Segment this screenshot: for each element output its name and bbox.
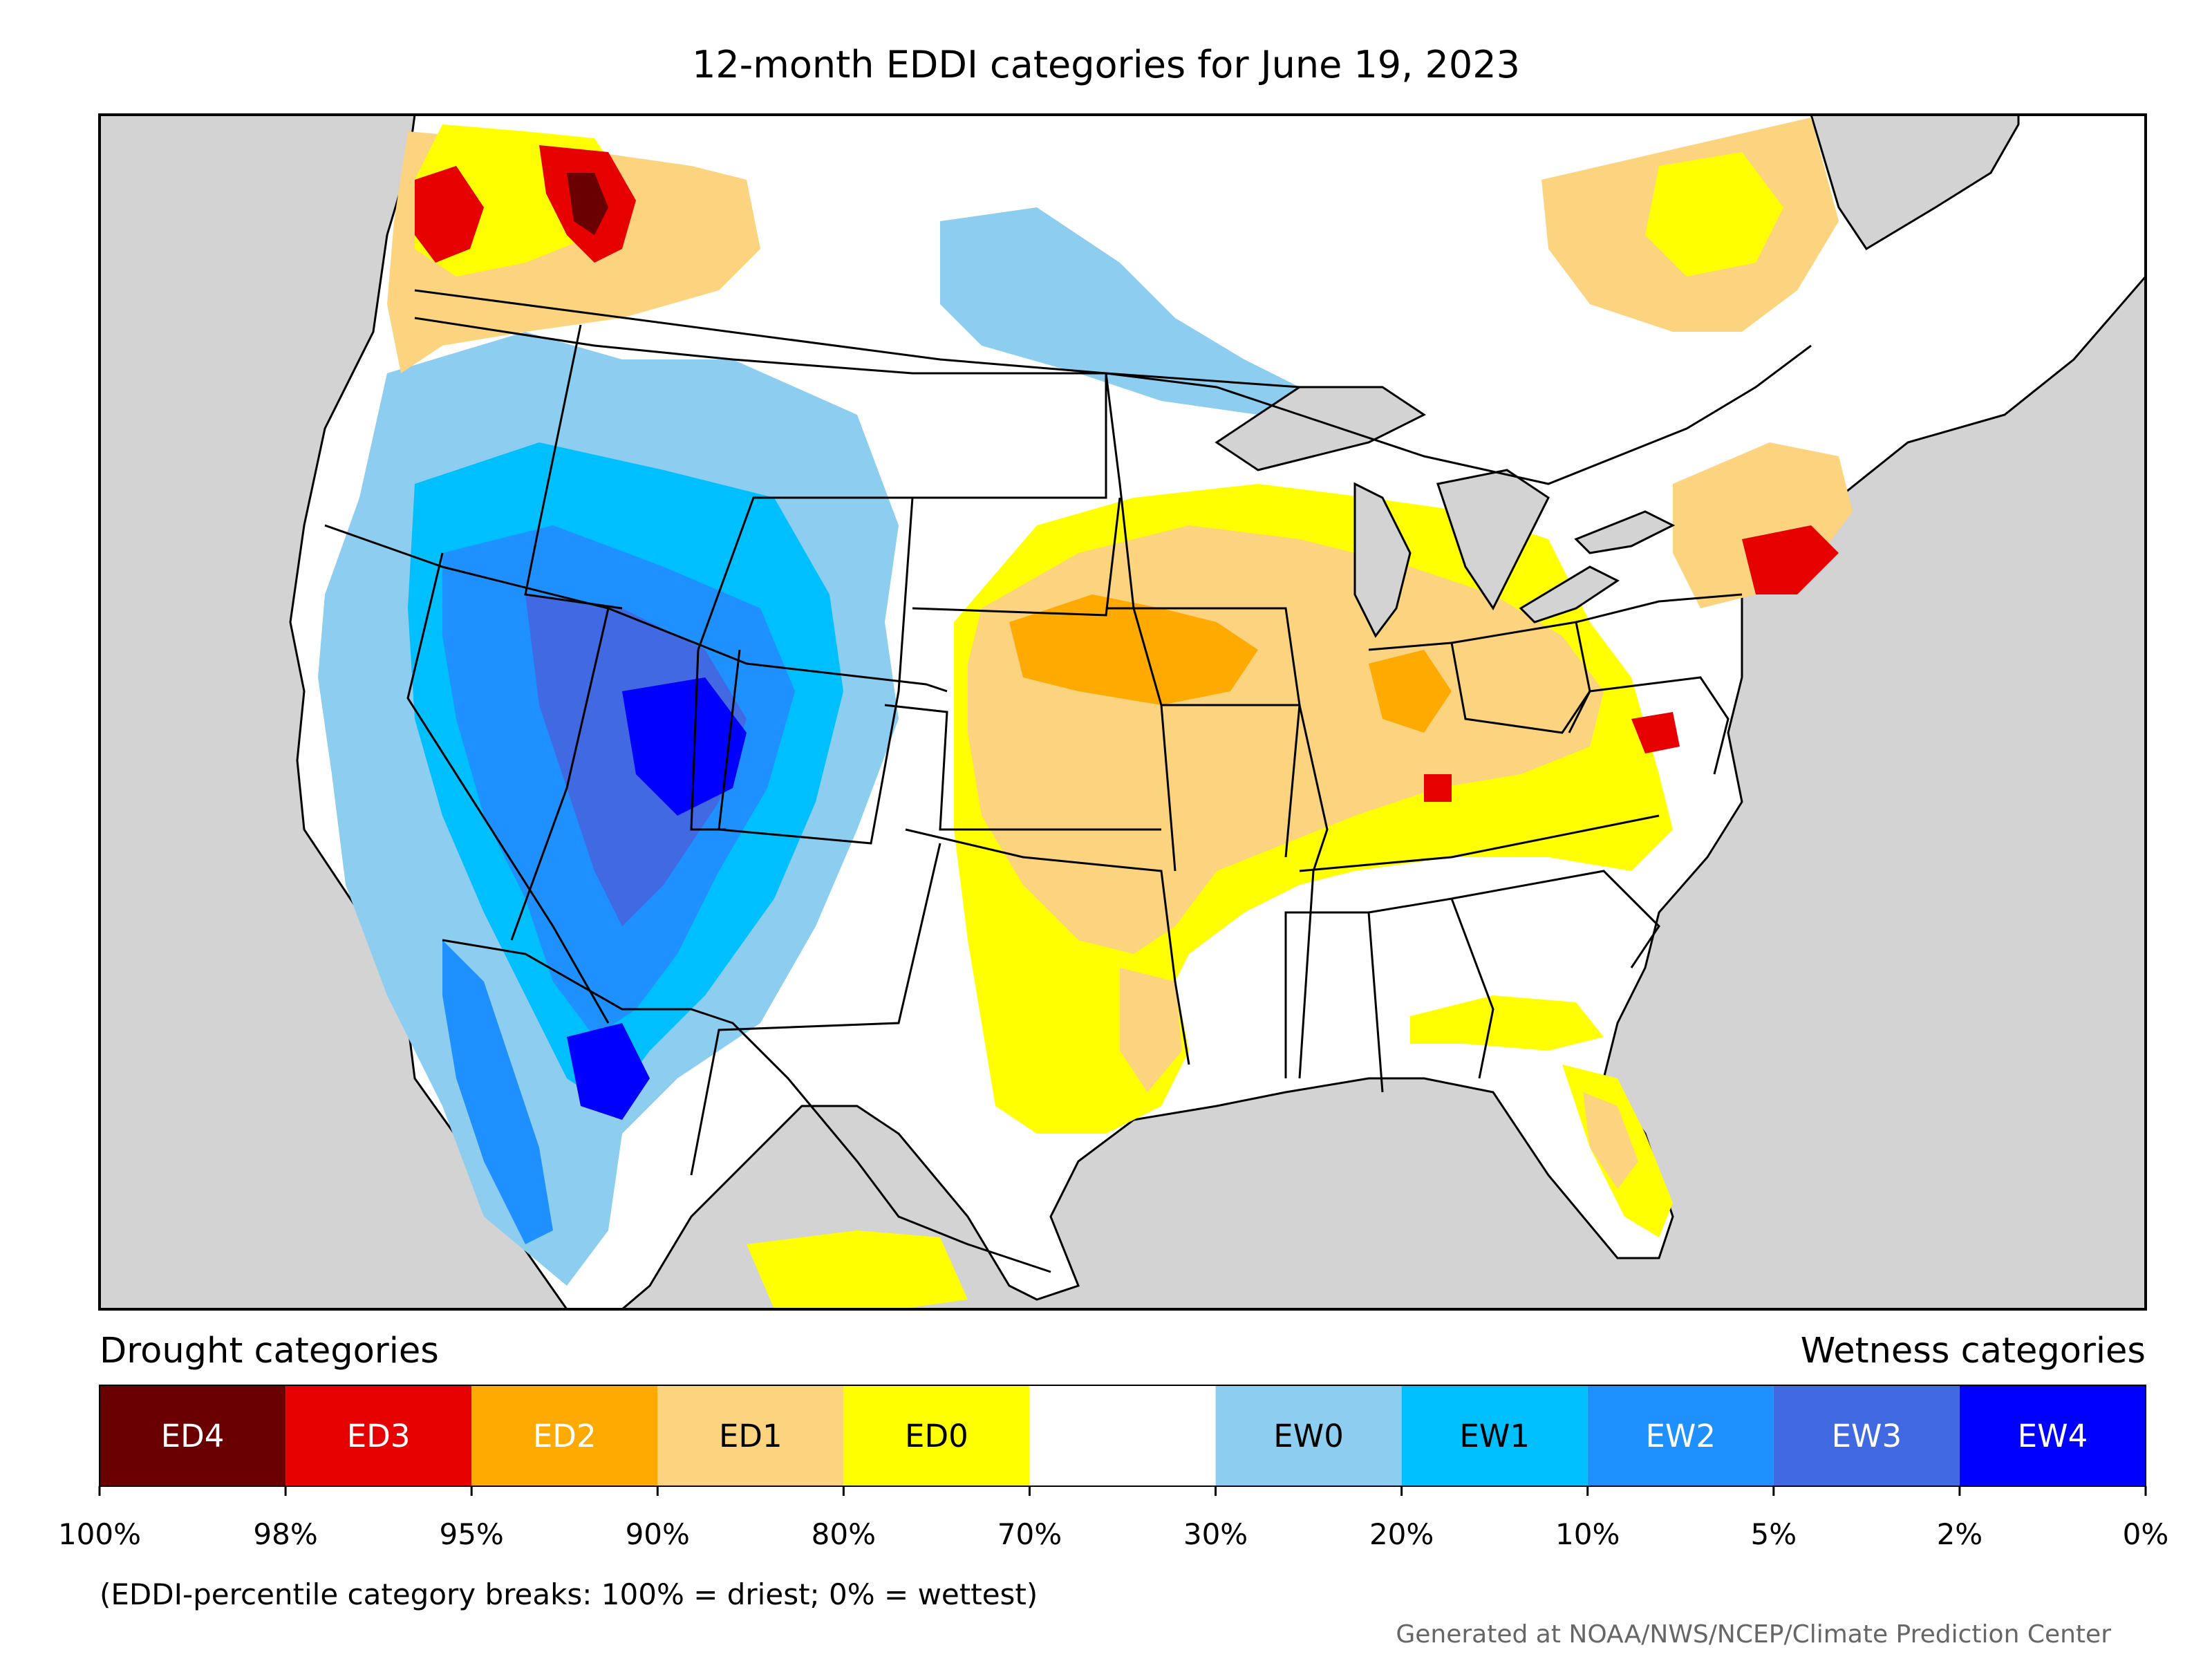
dry-region-mexico xyxy=(747,1230,968,1309)
legend-swatch-ed3 xyxy=(285,1385,472,1486)
legend-label-ed4: ED4 xyxy=(161,1418,225,1454)
dry-region-ed2 xyxy=(1009,594,1258,705)
legend-label-ew0: EW0 xyxy=(1273,1418,1344,1454)
dry-region-ed2-east xyxy=(1369,650,1452,733)
legend-tick-label: 20% xyxy=(1369,1517,1434,1551)
legend-tick-label: 2% xyxy=(1936,1517,1983,1551)
legend-swatch-ed2 xyxy=(471,1385,658,1486)
dry-region-texas-ed1 xyxy=(1120,968,1182,1092)
category-breaks-note: (EDDI-percentile category breaks: 100% =… xyxy=(100,1577,1038,1611)
legend-tick-label: 70% xyxy=(997,1517,1062,1551)
map-frame xyxy=(98,113,2147,1311)
legend-label-ed3: ED3 xyxy=(347,1418,411,1454)
legend-swatch-ew0 xyxy=(1215,1385,1402,1486)
great-lakes xyxy=(1215,386,1676,638)
drought-categories-heading: Drought categories xyxy=(100,1331,439,1371)
legend-tick-label: 90% xyxy=(625,1517,690,1551)
wet-region-baja xyxy=(442,940,553,1244)
country-borders xyxy=(414,289,1812,1273)
wet-region-ew4-south xyxy=(567,1023,650,1120)
legend-tick-label: 5% xyxy=(1750,1517,1797,1551)
dry-region-virginia-ed3 xyxy=(1631,712,1680,753)
legend-tick-label: 10% xyxy=(1555,1517,1620,1551)
legend-swatch-ew3 xyxy=(1773,1385,1960,1486)
dry-region-quebec-ed0 xyxy=(1645,152,1783,276)
map-title: 12-month EDDI categories for June 19, 20… xyxy=(692,43,1520,86)
legend-swatch-ew2 xyxy=(1587,1385,1774,1486)
legend-colorbar-frame xyxy=(99,1385,2146,1487)
legend-tick-label: 100% xyxy=(57,1517,142,1551)
legend-swatch-ed0 xyxy=(843,1385,1030,1486)
dry-region-kentucky-ed3 xyxy=(1424,774,1452,802)
legend-label-ew4: EW4 xyxy=(2018,1418,2088,1454)
legend-swatch-ed4 xyxy=(100,1385,286,1486)
wet-region-ew0-north xyxy=(940,207,1300,415)
legend-colorbar: ED4 ED3 ED2 ED1 ED0 EW0 EW1 EW2 EW3 EW4 xyxy=(98,1385,2147,1496)
dry-region-florida-ed1 xyxy=(1583,1092,1638,1189)
legend-swatch-ed1 xyxy=(657,1385,844,1486)
legend-tick-label: 0% xyxy=(2122,1517,2169,1551)
legend-tick-label: 30% xyxy=(1183,1517,1248,1551)
legend-tick-label: 80% xyxy=(811,1517,877,1551)
wetness-categories-heading: Wetness categories xyxy=(1800,1331,2146,1371)
legend-label-ew3: EW3 xyxy=(1832,1418,1902,1454)
legend-label-ew1: EW1 xyxy=(1459,1418,1530,1454)
legend-label-ed2: ED2 xyxy=(533,1418,597,1454)
legend-label-ew2: EW2 xyxy=(1645,1418,1716,1454)
legend-tick-label: 95% xyxy=(439,1517,504,1551)
dry-region-northwest-ed4 xyxy=(567,173,608,235)
legend-tick-label: 98% xyxy=(253,1517,318,1551)
state-borders xyxy=(324,317,1743,1176)
legend-swatch-ew4 xyxy=(1959,1385,2146,1486)
wet-region-ew4 xyxy=(622,677,747,816)
dry-region-northeast-ed3 xyxy=(1742,525,1839,594)
legend-swatch-normal xyxy=(1029,1385,1216,1486)
legend-swatch-ew1 xyxy=(1401,1385,1588,1486)
dry-region-northwest-ed3 xyxy=(415,166,484,263)
dry-region-southeast xyxy=(1410,995,1604,1051)
legend-label-ed0: ED0 xyxy=(905,1418,968,1454)
credit-line: Generated at NOAA/NWS/NCEP/Climate Predi… xyxy=(1396,1620,2111,1649)
legend-label-ed1: ED1 xyxy=(719,1418,782,1454)
